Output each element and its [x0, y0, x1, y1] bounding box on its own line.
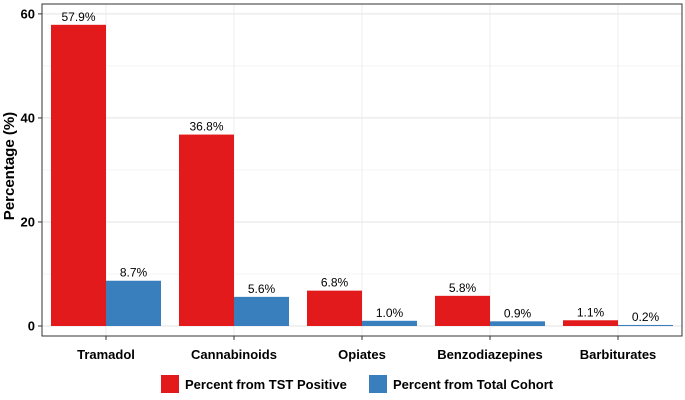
y-tick-label: 60	[21, 6, 35, 21]
bar-barbiturates-series-1	[563, 320, 618, 326]
bar-cannabinoids-series-1	[179, 134, 234, 326]
bar-cannabinoids-series-2	[234, 296, 289, 326]
bar-benzodiazepines-series-1	[435, 295, 490, 326]
data-label: 36.8%	[189, 120, 223, 134]
data-label: 57.9%	[61, 10, 95, 24]
x-tick-label: Cannabinoids	[191, 347, 277, 362]
y-tick-label: 0	[28, 319, 35, 334]
x-tick-label: Tramadol	[77, 347, 135, 362]
legend-swatch	[369, 375, 387, 393]
x-tick-label: Opiates	[338, 347, 386, 362]
x-tick-label: Benzodiazepines	[437, 347, 542, 362]
data-label: 0.9%	[504, 306, 532, 320]
bar-opiates-series-2	[362, 320, 417, 326]
bar-barbiturates-series-2	[618, 324, 673, 326]
data-label: 1.1%	[577, 305, 605, 319]
bars	[51, 24, 673, 327]
data-label: 6.8%	[321, 276, 349, 290]
data-label: 1.0%	[376, 306, 404, 320]
bar-opiates-series-1	[307, 290, 362, 326]
legend: Percent from TST Positive Percent from To…	[161, 375, 554, 393]
legend-label: Percent from Total Cohort	[393, 377, 554, 392]
legend-swatch	[161, 375, 179, 393]
bar-benzodiazepines-series-2	[490, 321, 545, 326]
x-axis-ticks: Tramadol Cannabinoids Opiates Benzodiazepin…	[77, 336, 656, 362]
data-labels: 57.9% 8.7% 36.8% 5.6% 6.8% 1.0% 5.8% 0.9% 1.1% 0.…	[61, 10, 659, 324]
bar-tramadol-series-1	[51, 24, 106, 327]
gridlines	[42, 4, 682, 336]
x-tick-label: Barbiturates	[580, 347, 657, 362]
legend-label: Percent from TST Positive	[185, 377, 347, 392]
data-label: 5.8%	[449, 281, 477, 295]
y-axis-title: Percentage (%)	[1, 112, 18, 220]
y-axis-ticks: 0 20 40 60	[21, 6, 42, 334]
data-label: 5.6%	[248, 282, 276, 296]
y-tick-label: 20	[21, 214, 35, 229]
bar-tramadol-series-2	[106, 280, 161, 326]
data-label: 0.2%	[632, 310, 660, 324]
y-tick-label: 40	[21, 110, 35, 125]
data-label: 8.7%	[120, 266, 148, 280]
